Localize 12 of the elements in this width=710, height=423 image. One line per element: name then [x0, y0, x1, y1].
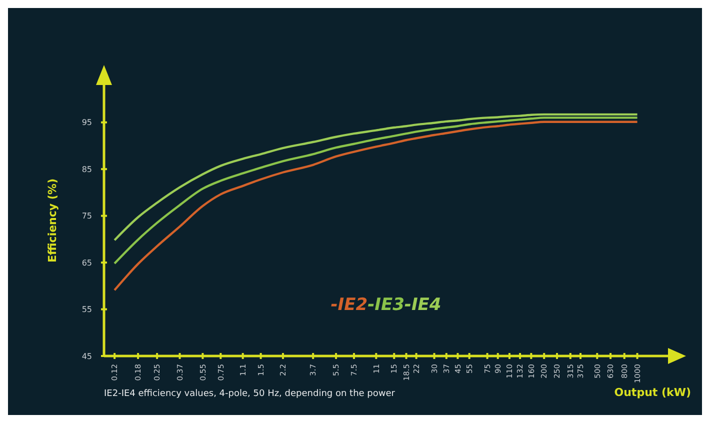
x-axis-title: Output (kW): [614, 386, 691, 399]
y-tick-label: 95: [82, 118, 92, 128]
y-tick-label: 65: [82, 258, 92, 268]
text: -IE2: [330, 295, 368, 315]
y-tick-label: 55: [82, 305, 92, 314]
text: IE2-IE4 efficiency values, 4-pole, 50 Hz, depending on the power: [104, 389, 396, 399]
text: -IE3: [368, 295, 404, 315]
y-tick-label: 75: [82, 212, 92, 221]
y-tick-label: 85: [82, 164, 92, 174]
text: -IE4: [404, 295, 442, 315]
y-axis-title: Efficiency (%): [46, 178, 59, 262]
y-tick-label: 45: [82, 352, 92, 361]
